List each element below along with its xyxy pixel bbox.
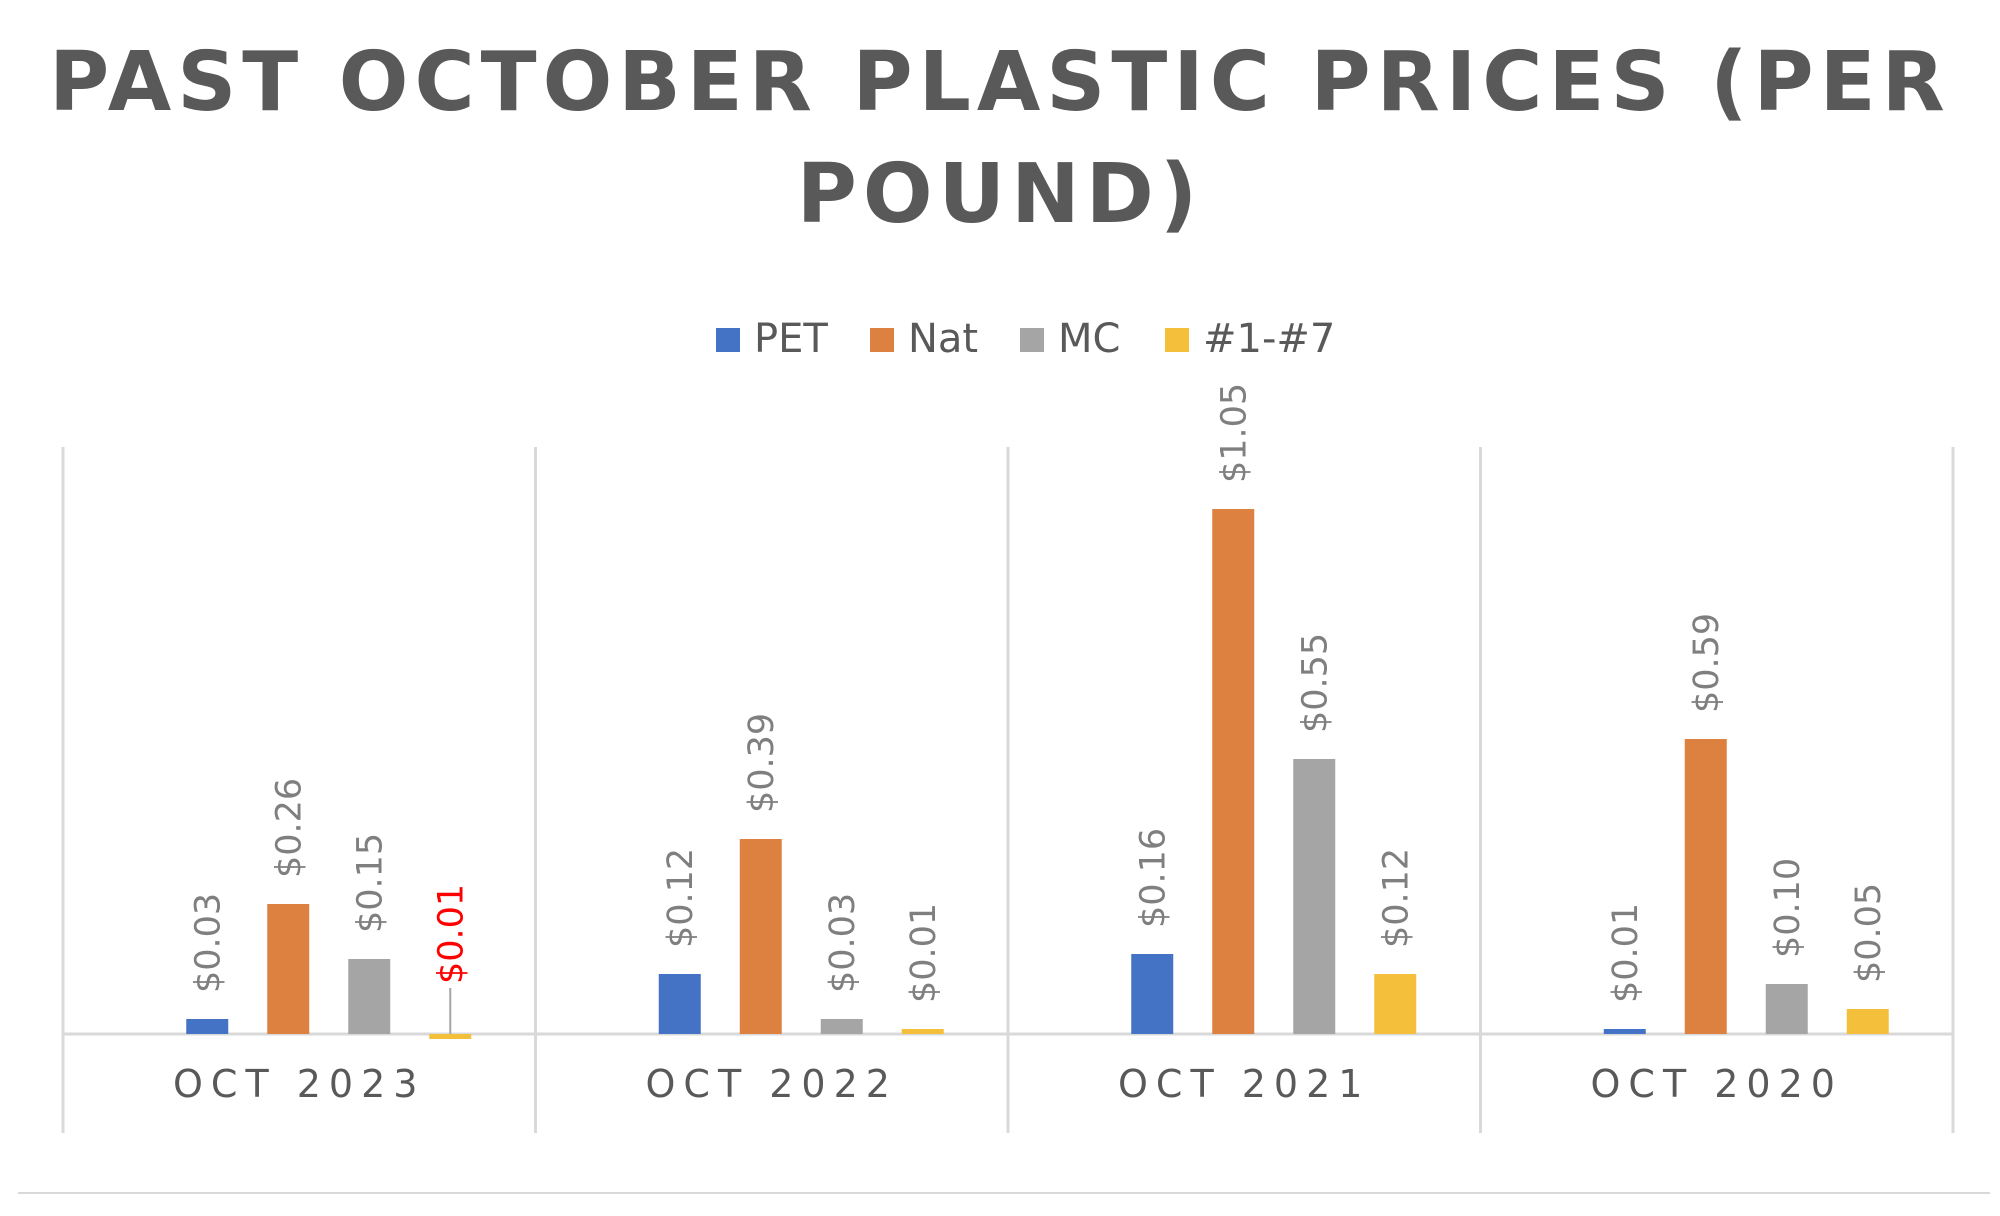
- bar-mc-2: [1293, 759, 1336, 1034]
- bar-mc-0: [348, 959, 391, 1034]
- bar-nat-0: [267, 904, 310, 1034]
- data-label: $0.01: [1606, 903, 1646, 1003]
- category-label: OCT 2023: [173, 1062, 425, 1106]
- category-axis-labels: OCT 2023 OCT 2022 OCT 2021 OCT 2020: [173, 1062, 1843, 1106]
- category-label: OCT 2022: [646, 1062, 898, 1106]
- data-label: $0.39: [742, 713, 782, 813]
- legend-label: Nat: [908, 316, 978, 362]
- chart-title-group: PAST OCTOBER PLASTIC PRICES (PER POUND): [49, 35, 1951, 242]
- bar-17-3: [1846, 1009, 1889, 1034]
- legend-swatch-mc: [1020, 328, 1044, 352]
- category-gridlines: [61, 447, 1955, 1133]
- legend-label: #1-#7: [1203, 316, 1335, 362]
- bar-pet-1: [658, 974, 701, 1034]
- bar-17-2: [1374, 974, 1417, 1034]
- legend-swatch-17: [1165, 328, 1189, 352]
- legend-label: MC: [1058, 316, 1120, 362]
- data-label: $0.05: [1849, 883, 1889, 983]
- data-label: $0.16: [1133, 828, 1173, 928]
- data-label: $1.05: [1214, 383, 1254, 483]
- legend-swatch-nat: [870, 328, 894, 352]
- data-label: $0.01: [904, 903, 944, 1003]
- chart-title-line: POUND): [797, 147, 1204, 242]
- data-label: $0.12: [661, 848, 701, 948]
- category-label: OCT 2020: [1591, 1062, 1843, 1106]
- legend-swatch-pet: [716, 328, 740, 352]
- bar-17-0: [429, 1034, 472, 1039]
- data-label: $0.03: [188, 893, 228, 993]
- bar-pet-0: [186, 1019, 229, 1034]
- data-label: $0.10: [1768, 858, 1808, 958]
- data-label: $0.03: [823, 893, 863, 993]
- bar-pet-2: [1131, 954, 1174, 1034]
- category-label: OCT 2021: [1118, 1062, 1370, 1106]
- data-label: $0.01: [431, 884, 471, 984]
- data-label: $0.59: [1687, 613, 1727, 713]
- chart-title-line: PAST OCTOBER PLASTIC PRICES (PER: [49, 35, 1951, 130]
- bar-series-group: [186, 509, 1889, 1039]
- bar-17-1: [901, 1029, 944, 1034]
- bar-mc-1: [820, 1019, 863, 1034]
- bar-nat-1: [739, 839, 782, 1034]
- data-label: $0.26: [269, 778, 309, 878]
- data-label: $0.15: [350, 833, 390, 933]
- data-label: $0.55: [1295, 633, 1335, 733]
- bar-mc-3: [1765, 984, 1808, 1034]
- data-label: $0.12: [1376, 848, 1416, 948]
- legend-label: PET: [754, 316, 828, 362]
- bar-nat-2: [1212, 509, 1255, 1034]
- chart-legend: PET Nat MC #1-#7: [716, 316, 1335, 362]
- bar-pet-3: [1603, 1029, 1646, 1034]
- bar-nat-3: [1684, 739, 1727, 1034]
- data-labels-group: $0.03 $0.26 $0.15 $0.01 $0.12 $0.39 $0.03 $0.01…: [188, 383, 1889, 1034]
